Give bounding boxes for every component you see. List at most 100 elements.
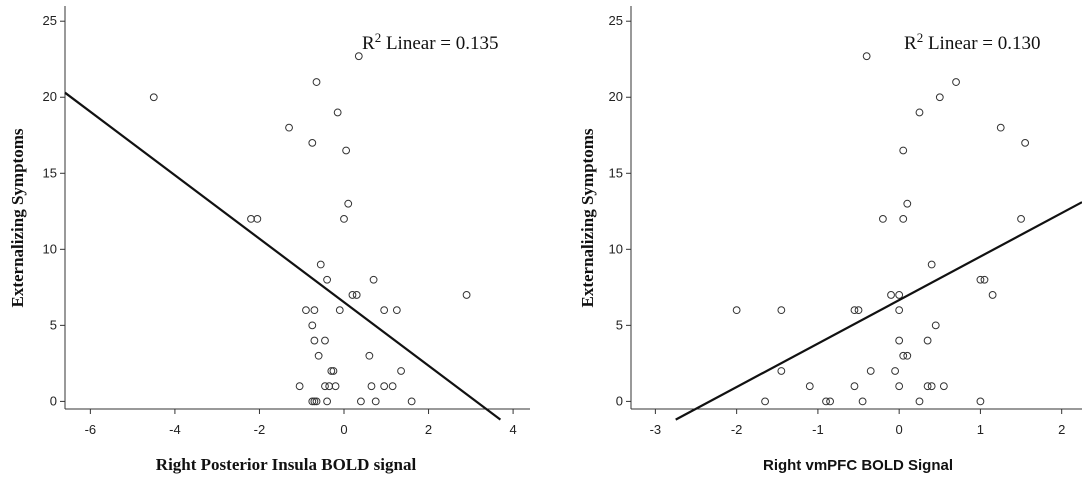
right-x-tick-label: 0 [896,422,903,437]
right-data-point [903,199,912,208]
right-data-point [923,382,932,391]
left-data-point [462,291,471,299]
right-data-point [858,397,867,406]
right-data-point [988,291,997,299]
right-y-tick-label: 10 [609,241,623,256]
left-data-point [323,275,331,284]
right-r2-annotation: R2 Linear = 0.130 [904,30,1040,55]
left-data-point [367,382,376,391]
right-y-tick-label: 5 [616,317,623,332]
left-data-point [357,397,365,406]
left-data-point [316,260,325,269]
left-x-tick-label: 2 [425,422,432,437]
right-data-point [887,291,895,299]
left-data-point [253,215,262,223]
right-data-point [879,215,887,223]
left-data-point [285,123,293,132]
right-x-tick-label: 1 [977,422,984,437]
left-data-point [302,306,310,315]
left-data-point [310,336,319,345]
left-data-point [352,291,361,299]
right-data-point [996,123,1005,132]
right-data-point [1017,215,1025,223]
right-data-point [850,306,859,315]
left-data-point [333,108,342,117]
right-data-point [895,306,904,315]
left-data-point [321,382,329,391]
right-x-tick-label: -2 [731,422,743,437]
left-y-tick-label: 0 [50,393,57,408]
right-data-point [915,108,924,117]
right-data-point [761,397,769,406]
left-y-tick-label: 25 [43,13,57,28]
left-data-point [247,215,255,223]
left-data-point [308,138,317,147]
right-data-point [903,351,912,360]
left-data-point [312,78,321,86]
right-data-point [935,93,944,102]
right-data-point [805,382,814,391]
right-y-tick-label: 25 [609,13,623,28]
left-data-point [295,382,304,391]
left-data-point [308,397,317,406]
left-regression-line [64,91,502,421]
right-x-axis-label: Right vmPFC BOLD Signal [763,457,953,474]
right-data-point [1021,138,1030,147]
right-x-tick-label: -1 [812,422,824,437]
left-data-point [380,306,389,315]
left-data-point [407,397,416,406]
left-data-point [365,351,374,360]
left-data-point [149,93,158,102]
right-data-point [899,351,908,360]
right-data-point [952,78,960,86]
left-data-point [325,382,334,391]
left-data-point [327,367,336,375]
right-data-point [777,306,786,315]
right-data-point [927,260,936,269]
left-data-point [310,397,319,406]
right-data-point [923,336,932,345]
left-x-tick-label: 4 [509,422,516,437]
left-y-tick-label: 5 [50,317,57,332]
right-data-point [976,397,985,406]
right-data-point [927,382,936,391]
left-x-tick-label: -4 [169,422,181,437]
right-data-point [826,397,834,406]
left-data-point [397,367,405,375]
right-data-point [976,275,985,284]
left-y-tick-label: 10 [43,241,57,256]
right-data-point [895,382,904,391]
left-x-axis-label: Right Posterior Insula BOLD signal [156,455,417,474]
right-data-point [980,275,989,284]
right-data-point [895,336,904,345]
left-data-point [331,382,340,391]
right-data-point [891,367,899,375]
right-data-point [895,291,904,299]
right-data-point [854,306,863,315]
right-data-point [899,146,908,155]
right-scatter-panel: Externalizing Symptoms 0 5 10 15 20 25 -3 -2 -1… [578,6,1082,474]
right-data-point [899,215,908,223]
right-y-tick-label: 15 [609,165,623,180]
left-data-point [310,306,319,315]
right-y-axis-label: Externalizing Symptoms [578,128,597,307]
left-data-point [323,397,331,406]
left-x-tick-label: -6 [85,422,97,437]
right-x-tick-label: -3 [650,422,662,437]
right-data-point [862,52,871,61]
right-y-tick-label: 20 [609,89,623,104]
right-data-point [822,397,830,406]
left-y-axis-label: Externalizing Symptoms [8,128,27,307]
left-y-tick-label: 20 [43,89,57,104]
left-data-point [354,52,363,61]
left-data-point [380,382,389,391]
left-data-point [312,397,321,406]
right-data-point [777,367,786,375]
left-data-point [371,397,380,406]
right-data-point [915,397,924,406]
left-data-point [314,351,323,360]
right-data-point [939,382,948,391]
left-x-tick-label: -2 [254,422,266,437]
